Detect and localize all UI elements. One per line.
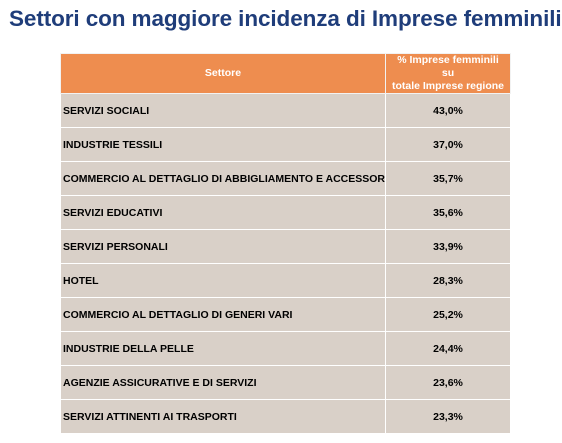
table-row: HOTEL 28,3% [60, 263, 511, 298]
table-row: SERVIZI PERSONALI 33,9% [60, 229, 511, 264]
header-value-line1: % Imprese femminili su [397, 54, 499, 79]
sector-cell: COMMERCIO AL DETTAGLIO DI GENERI VARI [60, 297, 386, 332]
header-value-line2: totale Imprese regione [391, 80, 505, 92]
sector-table: Settore % Imprese femminili su totale Im… [60, 53, 511, 434]
value-cell: 37,0% [385, 127, 511, 162]
sector-cell: AGENZIE ASSICURATIVE E DI SERVIZI [60, 365, 386, 400]
sector-cell: INDUSTRIE TESSILI [60, 127, 386, 162]
table-row: COMMERCIO AL DETTAGLIO DI ABBIGLIAMENTO … [60, 161, 511, 196]
table-row: AGENZIE ASSICURATIVE E DI SERVIZI 23,6% [60, 365, 511, 400]
sector-cell: SERVIZI SOCIALI [60, 93, 386, 128]
table-header-row: Settore % Imprese femminili su totale Im… [60, 53, 511, 94]
value-cell: 24,4% [385, 331, 511, 366]
value-cell: 33,9% [385, 229, 511, 264]
sector-cell: SERVIZI PERSONALI [60, 229, 386, 264]
table-row: COMMERCIO AL DETTAGLIO DI GENERI VARI 25… [60, 297, 511, 332]
value-cell: 23,3% [385, 399, 511, 434]
page-title: Settori con maggiore incidenza di Impres… [9, 6, 562, 31]
header-value: % Imprese femminili su totale Imprese re… [385, 53, 511, 94]
sector-cell: SERVIZI EDUCATIVI [60, 195, 386, 230]
table-row: SERVIZI ATTINENTI AI TRASPORTI 23,3% [60, 399, 511, 434]
value-cell: 35,6% [385, 195, 511, 230]
sector-cell: SERVIZI ATTINENTI AI TRASPORTI [60, 399, 386, 434]
value-cell: 28,3% [385, 263, 511, 298]
value-cell: 35,7% [385, 161, 511, 196]
sector-cell: COMMERCIO AL DETTAGLIO DI ABBIGLIAMENTO … [60, 161, 386, 196]
value-cell: 23,6% [385, 365, 511, 400]
table-row: INDUSTRIE TESSILI 37,0% [60, 127, 511, 162]
sector-cell: INDUSTRIE DELLA PELLE [60, 331, 386, 366]
value-cell: 43,0% [385, 93, 511, 128]
table-row: SERVIZI EDUCATIVI 35,6% [60, 195, 511, 230]
header-sector: Settore [60, 53, 386, 94]
table-row: INDUSTRIE DELLA PELLE 24,4% [60, 331, 511, 366]
sector-cell: HOTEL [60, 263, 386, 298]
value-cell: 25,2% [385, 297, 511, 332]
table-row: SERVIZI SOCIALI 43,0% [60, 93, 511, 128]
